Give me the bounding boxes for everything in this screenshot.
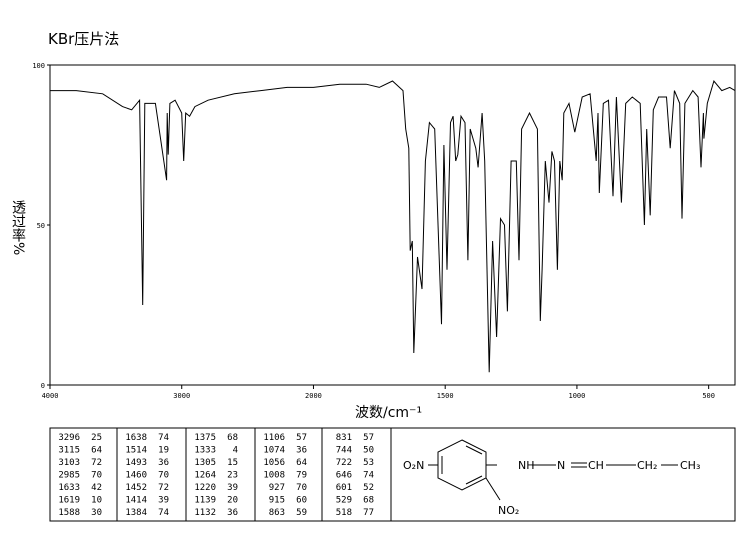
peak-wavenumber: 1139 [194,496,216,506]
peak-transmittance: 79 [296,471,307,481]
peak-wavenumber: 1074 [263,446,285,456]
peak-transmittance: 74 [158,433,169,443]
x-tick-label: 1500 [437,392,454,400]
peak-transmittance: 23 [227,471,238,481]
peak-wavenumber: 2985 [58,471,80,481]
benzene-ring [428,439,678,501]
structure-label: NH [518,459,535,472]
peak-transmittance: 39 [158,496,169,506]
peak-transmittance: 74 [363,471,374,481]
structure-label: CH [588,459,604,472]
peak-transmittance: 70 [296,483,307,493]
peak-wavenumber: 1264 [194,471,216,481]
peak-wavenumber: 1588 [58,508,80,518]
peak-wavenumber: 1220 [194,483,216,493]
x-tick-label: 1000 [568,392,585,400]
peak-transmittance: 57 [363,433,374,443]
x-tick-label: 2000 [305,392,322,400]
y-tick-label: 0 [41,382,45,390]
peak-wavenumber: 1333 [194,446,216,456]
peak-wavenumber: 1056 [263,458,285,468]
x-tick-label: 3000 [173,392,190,400]
chart-title: KBr压片法 [48,30,119,48]
peak-wavenumber: 1414 [125,496,147,506]
peak-transmittance: 20 [227,496,238,506]
peak-wavenumber: 1514 [125,446,147,456]
peak-wavenumber: 1008 [263,471,285,481]
peak-transmittance: 15 [227,458,238,468]
x-tick-label: 500 [702,392,715,400]
peak-wavenumber: 646 [336,471,352,481]
x-axis-label: 波数/cm⁻¹ [355,405,422,421]
peak-transmittance: 19 [158,446,169,456]
peak-wavenumber: 1638 [125,433,147,443]
peak-wavenumber: 1452 [125,483,147,493]
peak-transmittance: 36 [227,508,238,518]
table-dividers [116,428,392,521]
peak-transmittance: 4 [233,446,238,456]
peak-wavenumber: 1619 [58,496,80,506]
peak-transmittance: 72 [158,483,169,493]
peak-wavenumber: 3115 [58,446,80,456]
structure-label: CH₂ [637,459,657,472]
structure-label: CH₃ [680,459,700,472]
plot-frame [49,64,736,386]
peak-transmittance: 25 [91,433,102,443]
y-axis-label: 透过率% [10,200,26,255]
peak-transmittance: 70 [158,471,169,481]
peak-transmittance: 10 [91,496,102,506]
peak-transmittance: 59 [296,508,307,518]
structure-label: N [557,459,565,472]
peak-transmittance: 39 [227,483,238,493]
peak-wavenumber: 3296 [58,433,80,443]
peak-transmittance: 64 [91,446,102,456]
peak-transmittance: 68 [227,433,238,443]
peak-wavenumber: 915 [269,496,285,506]
structure-label: NO₂ [498,504,519,517]
peak-wavenumber: 1106 [263,433,285,443]
structure-label: O₂N [403,459,424,472]
peak-transmittance: 68 [363,496,374,506]
peak-wavenumber: 1305 [194,458,216,468]
peak-transmittance: 64 [296,458,307,468]
peak-transmittance: 57 [296,433,307,443]
peak-transmittance: 52 [363,483,374,493]
peak-transmittance: 36 [158,458,169,468]
peak-transmittance: 53 [363,458,374,468]
peak-transmittance: 36 [296,446,307,456]
peak-wavenumber: 529 [336,496,352,506]
peak-transmittance: 70 [91,471,102,481]
peak-wavenumber: 1493 [125,458,147,468]
peak-wavenumber: 518 [336,508,352,518]
peak-transmittance: 74 [158,508,169,518]
peak-wavenumber: 1460 [125,471,147,481]
x-tick-label: 4000 [42,392,59,400]
peak-transmittance: 60 [296,496,307,506]
peak-wavenumber: 1132 [194,508,216,518]
peak-wavenumber: 927 [269,483,285,493]
peak-transmittance: 50 [363,446,374,456]
peak-wavenumber: 1384 [125,508,147,518]
peak-transmittance: 77 [363,508,374,518]
peak-wavenumber: 1375 [194,433,216,443]
peak-transmittance: 30 [91,508,102,518]
peak-wavenumber: 3103 [58,458,80,468]
peak-wavenumber: 744 [336,446,352,456]
peak-transmittance: 42 [91,483,102,493]
peak-transmittance: 72 [91,458,102,468]
peak-wavenumber: 601 [336,483,352,493]
peak-wavenumber: 831 [336,433,352,443]
spectrum-line [50,79,736,373]
peak-wavenumber: 1633 [58,483,80,493]
table-frame [49,427,736,522]
y-tick-label: 50 [37,222,45,230]
peak-wavenumber: 863 [269,508,285,518]
peak-wavenumber: 722 [336,458,352,468]
y-tick-label: 100 [32,62,45,70]
